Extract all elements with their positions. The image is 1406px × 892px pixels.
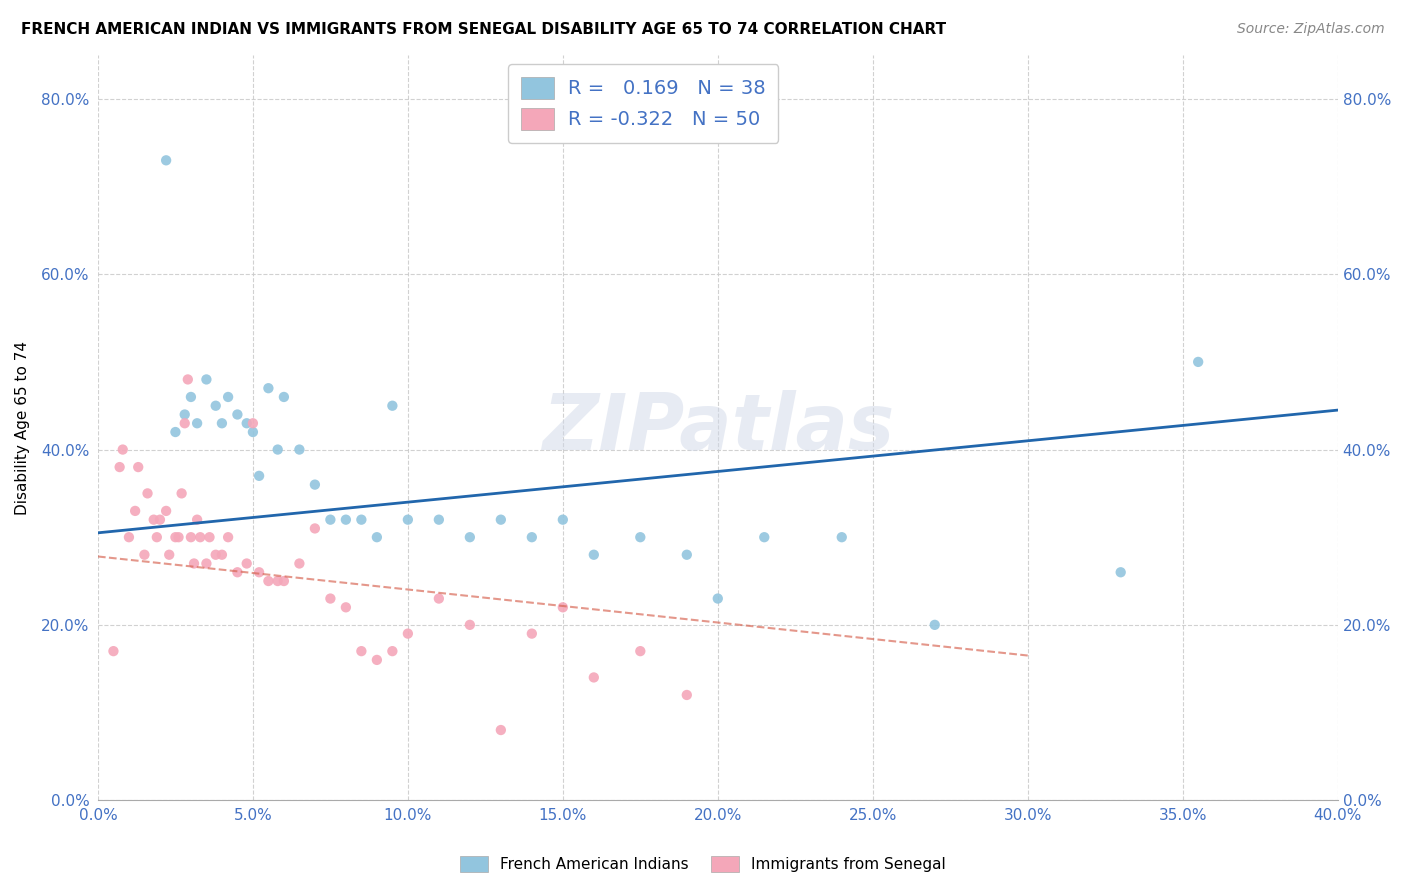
Point bbox=[211, 417, 233, 431]
Point bbox=[381, 644, 404, 658]
Point bbox=[142, 513, 165, 527]
Point bbox=[520, 530, 543, 544]
Point bbox=[226, 566, 249, 580]
Point bbox=[520, 626, 543, 640]
Point bbox=[427, 513, 450, 527]
Point bbox=[204, 548, 226, 562]
Point bbox=[582, 670, 605, 684]
Point bbox=[551, 600, 574, 615]
Point bbox=[149, 513, 172, 527]
Point bbox=[396, 626, 419, 640]
Point bbox=[427, 591, 450, 606]
Point bbox=[111, 442, 134, 457]
Point bbox=[170, 486, 193, 500]
Point bbox=[195, 372, 218, 386]
Point bbox=[157, 548, 180, 562]
Point bbox=[288, 442, 311, 457]
Point bbox=[167, 530, 190, 544]
Point bbox=[186, 417, 208, 431]
Point bbox=[458, 618, 481, 632]
Point bbox=[211, 548, 233, 562]
Point bbox=[165, 530, 187, 544]
Point bbox=[267, 442, 290, 457]
Point bbox=[381, 399, 404, 413]
Y-axis label: Disability Age 65 to 74: Disability Age 65 to 74 bbox=[15, 341, 30, 515]
Point bbox=[136, 486, 159, 500]
Point bbox=[180, 390, 202, 404]
Point bbox=[204, 399, 226, 413]
Point bbox=[186, 513, 208, 527]
Point bbox=[257, 381, 280, 395]
Point bbox=[319, 513, 342, 527]
Point bbox=[319, 591, 342, 606]
Point bbox=[103, 644, 125, 658]
Point bbox=[195, 557, 218, 571]
Text: ZIPatlas: ZIPatlas bbox=[541, 390, 894, 466]
Point bbox=[134, 548, 156, 562]
Point bbox=[1187, 355, 1209, 369]
Point bbox=[1109, 566, 1132, 580]
Point bbox=[242, 425, 264, 439]
Point bbox=[335, 513, 357, 527]
Point bbox=[247, 566, 270, 580]
Point bbox=[754, 530, 776, 544]
Point bbox=[489, 513, 512, 527]
Point bbox=[173, 417, 195, 431]
Legend: French American Indians, Immigrants from Senegal: French American Indians, Immigrants from… bbox=[453, 848, 953, 880]
Point bbox=[350, 644, 373, 658]
Legend: R =   0.169   N = 38, R = -0.322   N = 50: R = 0.169 N = 38, R = -0.322 N = 50 bbox=[509, 64, 779, 143]
Point bbox=[628, 530, 651, 544]
Point bbox=[146, 530, 169, 544]
Point bbox=[628, 644, 651, 658]
Point bbox=[124, 504, 146, 518]
Point bbox=[242, 417, 264, 431]
Point bbox=[831, 530, 853, 544]
Point bbox=[707, 591, 730, 606]
Point bbox=[675, 548, 697, 562]
Point bbox=[273, 390, 295, 404]
Point bbox=[183, 557, 205, 571]
Text: FRENCH AMERICAN INDIAN VS IMMIGRANTS FROM SENEGAL DISABILITY AGE 65 TO 74 CORREL: FRENCH AMERICAN INDIAN VS IMMIGRANTS FRO… bbox=[21, 22, 946, 37]
Point bbox=[304, 477, 326, 491]
Point bbox=[127, 460, 149, 475]
Point bbox=[173, 408, 195, 422]
Point bbox=[155, 504, 177, 518]
Point bbox=[180, 530, 202, 544]
Point bbox=[188, 530, 211, 544]
Point bbox=[198, 530, 221, 544]
Point bbox=[273, 574, 295, 588]
Point bbox=[924, 618, 946, 632]
Point bbox=[288, 557, 311, 571]
Point bbox=[675, 688, 697, 702]
Point bbox=[108, 460, 131, 475]
Point bbox=[226, 408, 249, 422]
Point bbox=[165, 425, 187, 439]
Point bbox=[217, 530, 239, 544]
Point bbox=[551, 513, 574, 527]
Point bbox=[235, 417, 257, 431]
Text: Source: ZipAtlas.com: Source: ZipAtlas.com bbox=[1237, 22, 1385, 37]
Point bbox=[304, 521, 326, 535]
Point bbox=[155, 153, 177, 168]
Point bbox=[396, 513, 419, 527]
Point bbox=[458, 530, 481, 544]
Point bbox=[267, 574, 290, 588]
Point bbox=[217, 390, 239, 404]
Point bbox=[235, 557, 257, 571]
Point bbox=[350, 513, 373, 527]
Point bbox=[489, 723, 512, 737]
Point bbox=[366, 530, 388, 544]
Point bbox=[335, 600, 357, 615]
Point bbox=[257, 574, 280, 588]
Point bbox=[177, 372, 200, 386]
Point bbox=[366, 653, 388, 667]
Point bbox=[118, 530, 141, 544]
Point bbox=[247, 468, 270, 483]
Point bbox=[582, 548, 605, 562]
